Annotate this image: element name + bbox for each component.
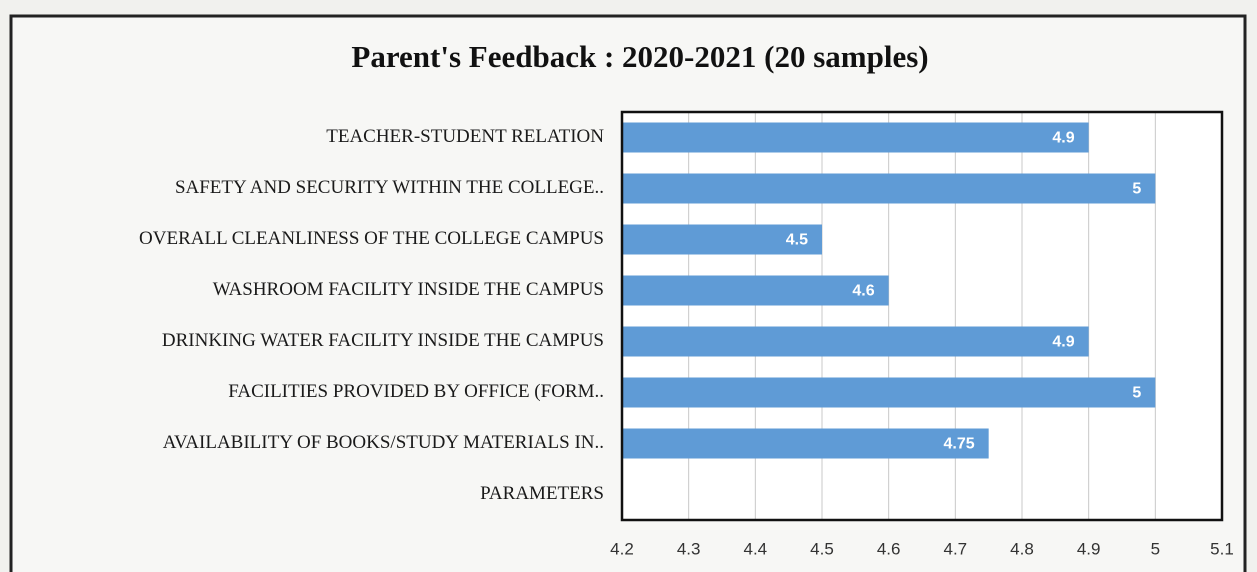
value-label: 4.9 — [1052, 130, 1074, 147]
y-tick-label: DRINKING WATER FACILITY INSIDE THE CAMPU… — [162, 330, 604, 351]
y-tick-label: TEACHER-STUDENT RELATION — [326, 126, 604, 147]
bar — [622, 122, 1089, 153]
y-tick-label: SAFETY AND SECURITY WITHIN THE COLLEGE.. — [175, 177, 604, 198]
x-tick-label: 4.6 — [877, 539, 901, 558]
bar — [622, 224, 822, 255]
x-tick-label: 4.9 — [1077, 539, 1101, 558]
x-tick-label: 5.1 — [1210, 539, 1234, 558]
y-tick-label: FACILITIES PROVIDED BY OFFICE (FORM.. — [228, 381, 604, 402]
x-tick-label: 4.7 — [944, 539, 968, 558]
y-tick-label: OVERALL CLEANLINESS OF THE COLLEGE CAMPU… — [139, 228, 604, 249]
value-label: 4.9 — [1052, 334, 1074, 351]
bar — [622, 275, 889, 306]
value-label: 5 — [1132, 385, 1141, 402]
y-tick-label: PARAMETERS — [480, 483, 604, 504]
x-tick-label: 5 — [1151, 539, 1160, 558]
value-label: 4.6 — [852, 283, 874, 300]
x-tick-label: 4.8 — [1010, 539, 1034, 558]
bar — [622, 173, 1156, 204]
x-tick-label: 4.2 — [610, 539, 634, 558]
y-tick-label: AVAILABILITY OF BOOKS/STUDY MATERIALS IN… — [163, 432, 604, 453]
bar — [622, 326, 1089, 357]
value-label: 4.5 — [786, 232, 808, 249]
plot-border — [620, 110, 1224, 522]
value-label: 4.75 — [944, 436, 975, 453]
plot-area — [622, 112, 1222, 520]
x-tick-label: 4.3 — [677, 539, 701, 558]
y-tick-label: WASHROOM FACILITY INSIDE THE CAMPUS — [213, 279, 604, 300]
bar — [622, 428, 989, 459]
chart-title: Parent's Feedback : 2020-2021 (20 sample… — [351, 39, 928, 74]
x-tick-label: 4.5 — [810, 539, 834, 558]
bar — [622, 377, 1156, 408]
x-tick-label: 4.4 — [744, 539, 768, 558]
value-label: 5 — [1132, 181, 1141, 198]
